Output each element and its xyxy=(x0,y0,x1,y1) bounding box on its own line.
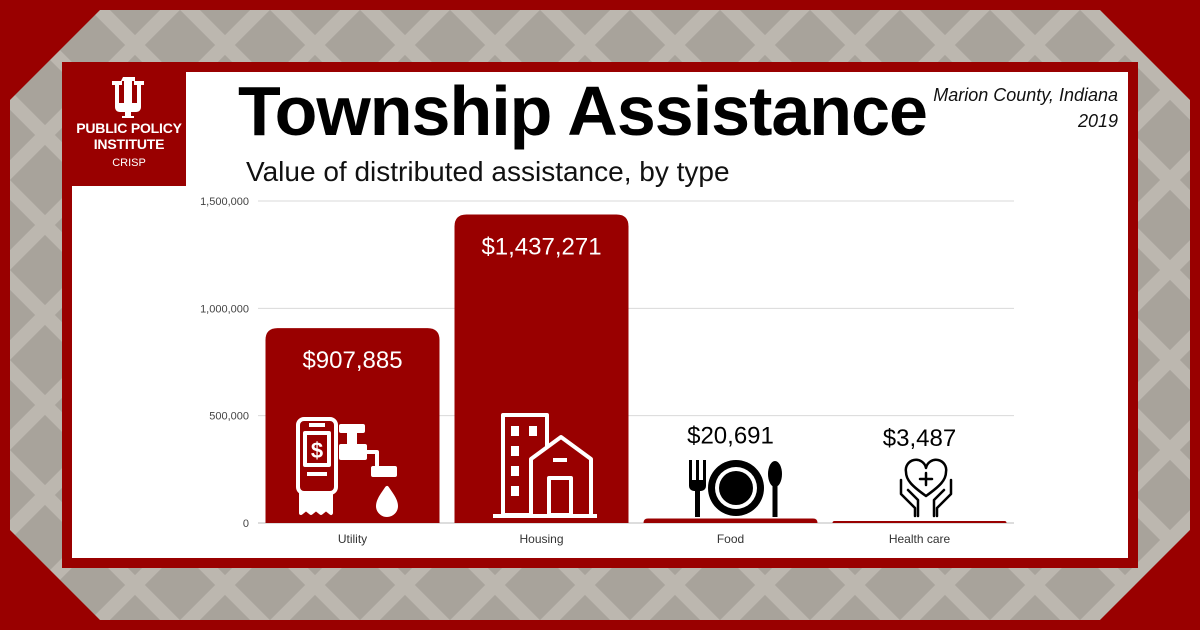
page-title: Township Assistance xyxy=(238,72,928,150)
logo-line-1: PUBLIC POLICY xyxy=(76,120,182,136)
data-label: $3,487 xyxy=(883,425,956,452)
hands-heart-icon xyxy=(899,458,953,518)
y-tick-label: 500,000 xyxy=(209,411,249,423)
location-label: Marion County, Indiana xyxy=(933,85,1118,105)
bar-health-care xyxy=(832,521,1007,523)
iu-trident-icon xyxy=(112,77,144,118)
page-subtitle: Value of distributed assistance, by type xyxy=(246,156,730,187)
logo-line-3: CRISP xyxy=(112,157,146,169)
bar-housing xyxy=(454,214,629,523)
y-tick-label: 1,500,000 xyxy=(200,196,249,208)
plate-fork-spoon-icon xyxy=(689,460,782,517)
data-label: $1,437,271 xyxy=(481,233,601,260)
svg-text:$: $ xyxy=(311,438,323,463)
data-label: $907,885 xyxy=(302,347,402,374)
x-tick-label: Health care xyxy=(889,532,951,546)
x-tick-label: Housing xyxy=(519,532,563,546)
year-label: 2019 xyxy=(1077,111,1118,131)
y-tick-label: 0 xyxy=(243,518,249,530)
data-label: $20,691 xyxy=(687,423,774,450)
location-info: Marion County, Indiana 2019 xyxy=(933,82,1118,134)
ppi-logo: PUBLIC POLICY INSTITUTE CRISP xyxy=(72,62,186,186)
x-tick-label: Utility xyxy=(338,532,367,546)
x-tick-label: Food xyxy=(717,532,744,546)
y-tick-label: 1,000,000 xyxy=(200,303,249,315)
bar-food xyxy=(643,518,818,523)
building-house-icon xyxy=(493,413,597,518)
logo-line-2: INSTITUTE xyxy=(93,136,165,152)
utility-bill-faucet-icon: $ xyxy=(296,417,398,517)
